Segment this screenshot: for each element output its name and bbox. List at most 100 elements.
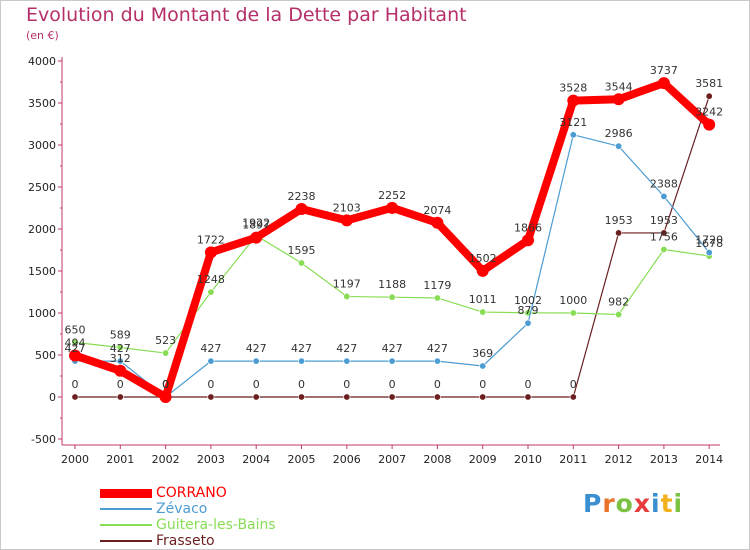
y-tick-label: 500 (35, 349, 56, 362)
data-point (162, 349, 170, 357)
x-tick-label: 2006 (333, 453, 361, 466)
data-point (114, 364, 127, 377)
x-tick-label: 2000 (61, 453, 89, 466)
data-label: 2252 (378, 189, 406, 202)
y-tick-label: 2500 (28, 181, 56, 194)
data-label: 494 (65, 337, 86, 350)
data-labels-layer: 494 312 0 1722 1897 2238 2103 2252 2074 1502 1866 3… (65, 64, 724, 391)
x-tick-label: 2012 (605, 453, 633, 466)
logo-letter: i (651, 489, 661, 518)
data-point (388, 293, 396, 301)
data-label: 0 (479, 378, 486, 391)
data-label: 2238 (288, 190, 316, 203)
data-label: 1897 (242, 219, 270, 232)
data-point (388, 393, 396, 401)
legend-swatch (100, 488, 152, 498)
data-label: 0 (162, 378, 169, 391)
data-label: 589 (110, 329, 131, 342)
data-point (433, 357, 441, 365)
data-point (71, 393, 79, 401)
data-label: 427 (382, 342, 403, 355)
data-point (340, 214, 353, 227)
data-point (612, 93, 625, 106)
data-point (705, 249, 713, 257)
legend-label: CORRANO (156, 485, 227, 501)
data-point (159, 391, 172, 403)
data-label: 1678 (695, 237, 723, 250)
data-point (522, 234, 534, 247)
chart-unit-label: (en €) (26, 29, 59, 42)
data-label: 1000 (559, 294, 587, 307)
data-label: 427 (246, 342, 267, 355)
x-tick-label: 2007 (378, 453, 406, 466)
data-point (343, 357, 351, 365)
data-label: 1248 (197, 273, 225, 286)
data-label: 427 (427, 342, 448, 355)
data-point (386, 201, 399, 214)
data-label: 1197 (333, 277, 361, 290)
data-point (657, 77, 670, 90)
data-label: 650 (65, 323, 86, 336)
data-label: 0 (72, 378, 79, 391)
data-point (476, 264, 489, 277)
x-tick-label: 2003 (197, 453, 225, 466)
data-label: 0 (207, 378, 214, 391)
data-label: 523 (155, 334, 176, 347)
data-point (433, 393, 441, 401)
data-label: 1756 (650, 230, 678, 243)
data-point (660, 245, 668, 253)
x-tick-label: 2014 (695, 453, 723, 466)
y-tick-label: 1500 (28, 265, 56, 278)
data-label: 427 (110, 342, 131, 355)
data-point (297, 259, 305, 267)
logo-letter: P (583, 489, 603, 518)
legend-label: Frasseto (156, 533, 215, 549)
data-label: 0 (525, 378, 532, 391)
data-point (569, 309, 577, 317)
data-point (660, 192, 668, 200)
data-label: 0 (434, 378, 441, 391)
data-point (615, 229, 623, 237)
data-label: 3528 (559, 82, 587, 95)
x-tick-label: 2009 (469, 453, 497, 466)
x-tick-label: 2001 (106, 453, 134, 466)
data-point (69, 349, 81, 362)
data-label: 1179 (423, 279, 451, 292)
data-label: 2986 (605, 127, 633, 140)
data-label: 1722 (197, 233, 225, 246)
data-point (252, 393, 260, 401)
proxiti-logo: Proxiti (583, 489, 683, 518)
data-point (433, 294, 441, 302)
data-label: 3121 (559, 116, 587, 129)
data-label: 0 (570, 378, 577, 391)
x-tick-label: 2011 (559, 453, 587, 466)
data-label: 427 (336, 342, 357, 355)
logo-letter: o (615, 489, 634, 518)
data-point (207, 357, 215, 365)
data-label: 427 (65, 342, 86, 355)
data-label: 2388 (650, 177, 678, 190)
data-label: 0 (343, 378, 350, 391)
legend-swatch (100, 540, 152, 542)
data-label: 3581 (695, 77, 723, 90)
data-point (297, 357, 305, 365)
legend-label: Zévaco (156, 501, 208, 517)
data-point (479, 308, 487, 316)
data-label: 1002 (514, 294, 542, 307)
y-tick-label: 0 (49, 391, 56, 404)
data-label: 312 (110, 352, 131, 365)
data-point (524, 319, 532, 327)
data-point (297, 393, 305, 401)
data-label: 1595 (288, 244, 316, 257)
data-label: 3544 (605, 80, 633, 93)
data-label: 2074 (423, 204, 451, 217)
data-point (295, 203, 308, 216)
x-tick-label: 2005 (288, 453, 316, 466)
data-label: 0 (253, 378, 260, 391)
logo-letter: r (602, 489, 616, 518)
data-label: 1866 (514, 221, 542, 234)
series-corrano (69, 77, 716, 403)
series-zevaco (71, 131, 713, 401)
data-point (615, 142, 623, 150)
